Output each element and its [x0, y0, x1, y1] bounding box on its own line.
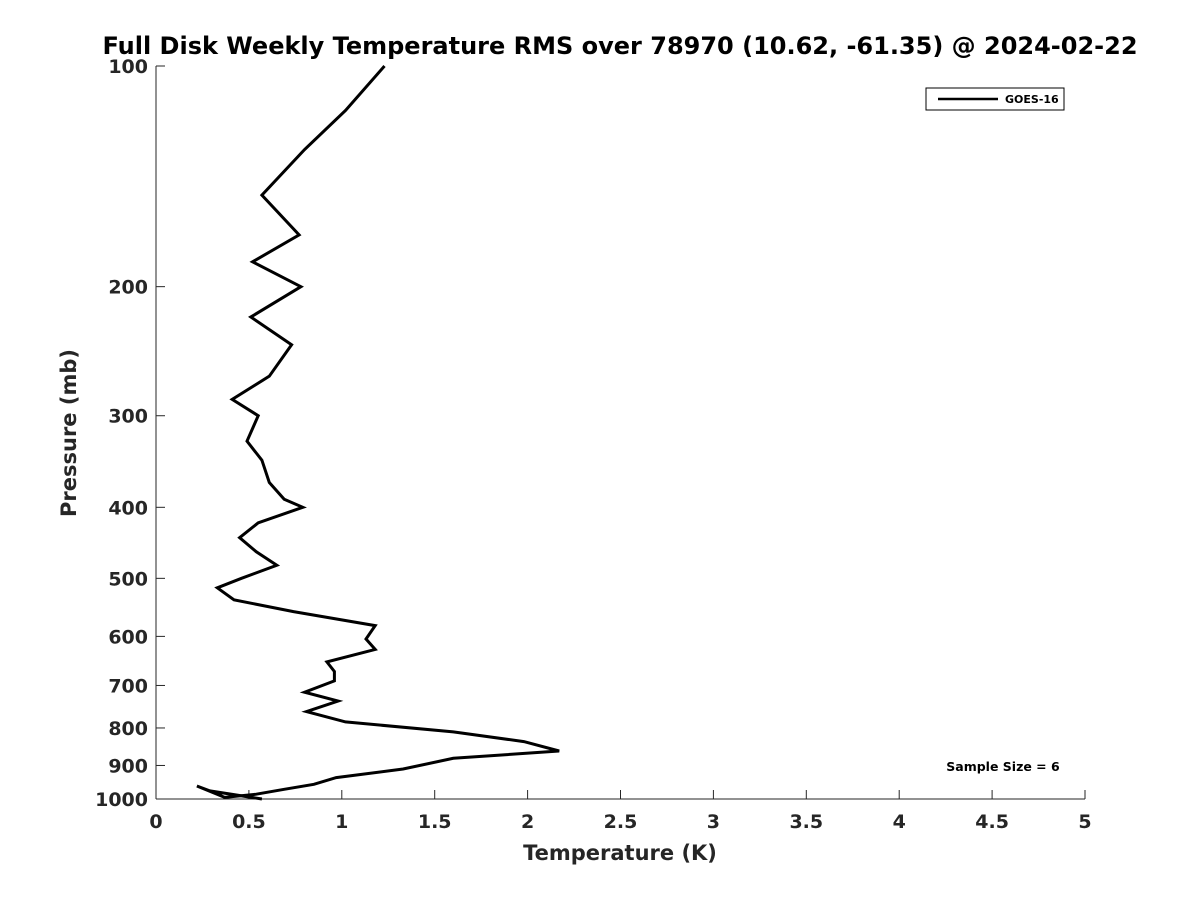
x-tick-label: 0.5 [232, 811, 266, 833]
x-tick-label: 2.5 [604, 811, 638, 833]
x-tick-label: 4 [893, 811, 906, 833]
x-tick-label: 1.5 [418, 811, 452, 833]
y-tick-label: 200 [108, 277, 148, 299]
series-line-goes-16 [196, 65, 560, 801]
series-group [196, 65, 560, 801]
x-ticks: 0 0.5 1 1.5 2 2.5 3 3.5 4 4.5 5 [149, 790, 1092, 833]
y-tick-label: 600 [108, 626, 148, 648]
x-axis-label: Temperature (K) [523, 841, 717, 865]
x-tick-label: 4.5 [975, 811, 1009, 833]
y-tick-label: 800 [108, 718, 148, 740]
y-axis-label: Pressure (mb) [57, 349, 81, 517]
y-tick-label: 500 [108, 568, 148, 590]
x-tick-label: 5 [1078, 811, 1091, 833]
y-tick-label: 100 [108, 56, 148, 78]
y-tick-label: 1000 [95, 789, 148, 811]
y-tick-label: 300 [108, 406, 148, 428]
legend: GOES-16 [925, 87, 1065, 111]
x-tick-label: 3 [707, 811, 720, 833]
legend-label: GOES-16 [1005, 93, 1059, 106]
y-tick-label: 400 [108, 497, 148, 519]
y-tick-label: 700 [108, 675, 148, 697]
x-tick-label: 3.5 [789, 811, 823, 833]
y-ticks: 100 200 300 400 500 600 700 800 900 1000 [95, 56, 165, 811]
x-tick-label: 2 [521, 811, 534, 833]
sample-size-annotation: Sample Size = 6 [946, 759, 1060, 774]
y-tick-label: 900 [108, 755, 148, 777]
chart-title: Full Disk Weekly Temperature RMS over 78… [102, 32, 1137, 60]
x-tick-label: 0 [149, 811, 162, 833]
x-tick-label: 1 [335, 811, 348, 833]
